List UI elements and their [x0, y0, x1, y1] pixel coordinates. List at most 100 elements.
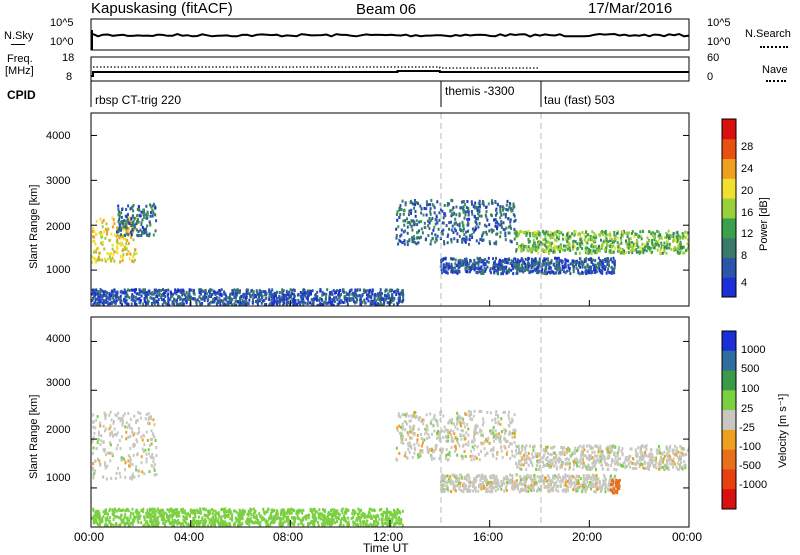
- power-echo-cell: [475, 271, 477, 274]
- power-echo-cell: [245, 303, 247, 306]
- velocity-echo-cell: [137, 419, 139, 422]
- velocity-echo-cell: [117, 412, 119, 415]
- power-echo-cell: [145, 205, 147, 208]
- power-echo-cell: [309, 301, 311, 304]
- velocity-echo-cell: [280, 518, 282, 521]
- velocity-echo-cell: [126, 519, 128, 522]
- power-echo-cell: [503, 228, 505, 231]
- power-echo-cell: [92, 293, 94, 296]
- power-echo-cell: [182, 302, 184, 305]
- power-echo-cell: [463, 233, 465, 236]
- power-echo-cell: [535, 231, 537, 234]
- power-echo-cell: [103, 219, 105, 222]
- velocity-echo-cell: [312, 513, 314, 516]
- power-echo-cell: [148, 290, 150, 293]
- velocity-echo-cell: [142, 434, 144, 437]
- power-echo-cell: [563, 267, 565, 270]
- power-echo-cell: [130, 207, 132, 210]
- velocity-echo-cell: [409, 430, 411, 433]
- power-echo-cell: [338, 302, 340, 305]
- power-echo-cell: [268, 298, 270, 301]
- velocity-echo-cell: [503, 445, 505, 448]
- power-echo-cell: [140, 290, 142, 293]
- power-echo-cell: [636, 244, 638, 247]
- velocity-echo-cell: [330, 509, 332, 512]
- power-echo-cell: [418, 229, 420, 232]
- power-echo-cell: [614, 237, 616, 240]
- velocity-echo-cell: [92, 467, 94, 470]
- power-echo-cell: [293, 297, 295, 300]
- power-echo-cell: [335, 296, 337, 299]
- power-echo-cell: [371, 301, 373, 304]
- velocity-echo-cell: [328, 513, 330, 516]
- power-echo-cell: [363, 299, 365, 302]
- power-echo-cell: [514, 263, 516, 266]
- velocity-echo-cell: [406, 423, 408, 426]
- velocity-echo-cell: [116, 515, 118, 518]
- velocity-echo-cell: [410, 427, 412, 430]
- power-echo-cell: [554, 266, 556, 269]
- velocity-echo-cell: [336, 520, 338, 523]
- velocity-echo-cell: [322, 515, 324, 518]
- power-echo-cell: [367, 289, 369, 292]
- power-echo-cell: [425, 207, 427, 210]
- velocity-echo-cell: [456, 412, 458, 415]
- power-echo-cell: [307, 302, 309, 305]
- velocity-echo-cell: [290, 508, 292, 511]
- power-echo-cell: [480, 265, 482, 268]
- power-echo-cell: [113, 250, 115, 253]
- power-echo-cell: [136, 228, 138, 231]
- velocity-echo-cell: [343, 514, 345, 517]
- velocity-echo-cell: [492, 428, 494, 431]
- velocity-echo-cell: [296, 513, 298, 516]
- power-echo-cell: [488, 229, 490, 232]
- power-echo-cell: [196, 303, 198, 306]
- velocity-echo-cell: [236, 511, 238, 514]
- velocity-echo-cell: [455, 445, 457, 448]
- power-echo-cell: [627, 235, 629, 238]
- power-echo-cell: [396, 219, 398, 222]
- velocity-echo-cell: [435, 448, 437, 451]
- power-echo-cell: [687, 242, 689, 245]
- velocity-echo-cell: [122, 415, 124, 418]
- power-echo-cell: [476, 207, 478, 210]
- power-echo-cell: [413, 235, 415, 238]
- power-echo-cell: [495, 209, 497, 212]
- velocity-echo-cell: [104, 412, 106, 415]
- velocity-echo-cell: [220, 517, 222, 520]
- power-echo-cell: [117, 247, 119, 250]
- power-echo-cell: [381, 292, 383, 295]
- power-echo-cell: [147, 211, 149, 214]
- power-echo-cell: [94, 302, 96, 305]
- power-echo-cell: [114, 302, 116, 305]
- power-echo-cell: [493, 219, 495, 222]
- power-echo-cell: [562, 238, 564, 241]
- velocity-echo-cell: [495, 429, 497, 432]
- velocity-echo-cell: [359, 519, 361, 522]
- velocity-echo-cell: [457, 438, 459, 441]
- velocity-echo-cell: [138, 470, 140, 473]
- power-echo-cell: [452, 271, 454, 274]
- velocity-echo-cell: [133, 415, 135, 418]
- power-echo-cell: [397, 225, 399, 228]
- velocity-echo-cell: [479, 410, 481, 413]
- velocity-echo-cell: [323, 518, 325, 521]
- freq-trace: [91, 71, 689, 76]
- velocity-echo-cell: [465, 443, 467, 446]
- velocity-echo-cell: [228, 509, 230, 512]
- velocity-echo-cell: [301, 519, 303, 522]
- power-echo-cell: [128, 303, 130, 306]
- velocity-echo-cell: [201, 519, 203, 522]
- velocity-echo-cell: [142, 439, 144, 442]
- power-echo-cell: [261, 290, 263, 293]
- power-echo-cell: [495, 233, 497, 236]
- velocity-echo-cell: [341, 509, 343, 512]
- power-echo-cell: [617, 236, 619, 239]
- power-echo-cell: [632, 246, 634, 249]
- power-echo-cell: [605, 265, 607, 268]
- velocity-echo-cell: [412, 456, 414, 459]
- power-echo-cell: [466, 258, 468, 261]
- power-echo-cell: [109, 253, 111, 256]
- velocity-echo-cell: [400, 522, 402, 525]
- power-echo-cell: [145, 217, 147, 220]
